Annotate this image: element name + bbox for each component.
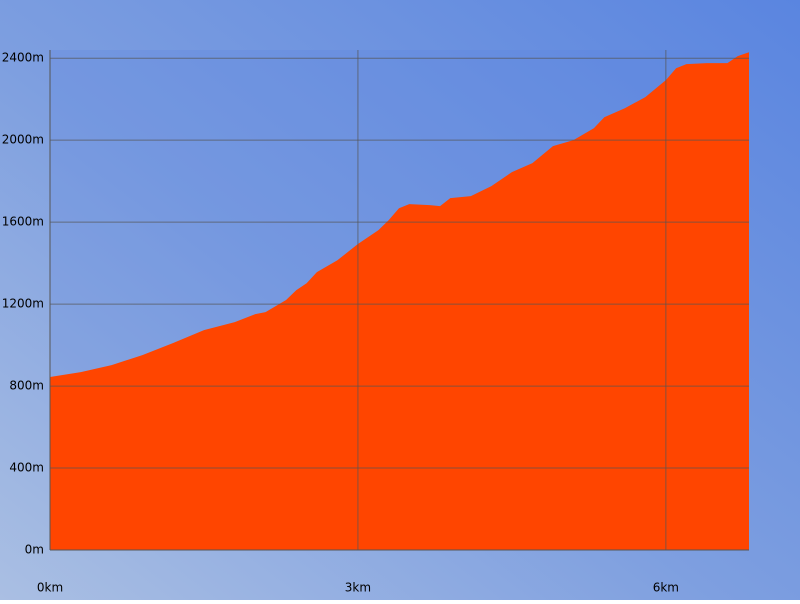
y-tick-label: 800m	[9, 379, 44, 393]
y-tick-label: 1200m	[2, 297, 44, 311]
y-tick-label: 0m	[25, 543, 44, 557]
x-tick-label: 3km	[345, 581, 371, 595]
y-tick-label: 2400m	[2, 51, 44, 65]
y-tick-label: 2000m	[2, 133, 44, 147]
y-tick-label: 1600m	[2, 215, 44, 229]
y-tick-label: 400m	[9, 461, 44, 475]
x-tick-label: 0km	[37, 581, 63, 595]
elevation-area	[50, 52, 749, 551]
x-tick-label: 6km	[653, 581, 679, 595]
